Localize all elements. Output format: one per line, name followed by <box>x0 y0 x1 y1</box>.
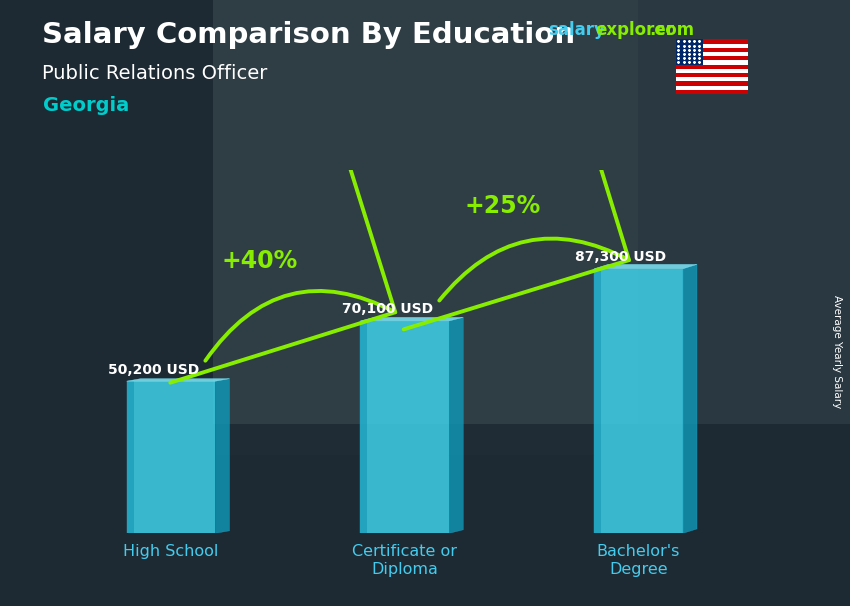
FancyArrowPatch shape <box>170 87 395 382</box>
Polygon shape <box>127 381 215 533</box>
Polygon shape <box>449 318 463 533</box>
Bar <box>676 56 748 61</box>
Bar <box>676 52 748 56</box>
Polygon shape <box>594 268 683 533</box>
Polygon shape <box>360 318 463 321</box>
Text: salary: salary <box>548 21 605 39</box>
Bar <box>676 48 748 52</box>
Bar <box>638 0 850 424</box>
Polygon shape <box>127 379 230 381</box>
Text: Salary Comparison By Education: Salary Comparison By Education <box>42 21 575 49</box>
Polygon shape <box>215 379 230 533</box>
Bar <box>676 65 748 68</box>
Bar <box>0 0 212 424</box>
Bar <box>676 77 748 81</box>
Text: explorer: explorer <box>595 21 674 39</box>
Bar <box>676 61 748 65</box>
Text: Georgia: Georgia <box>42 96 128 115</box>
Text: 87,300 USD: 87,300 USD <box>575 250 666 264</box>
Bar <box>676 68 748 73</box>
Bar <box>676 85 748 90</box>
Text: .com: .com <box>649 21 694 39</box>
Bar <box>676 44 748 48</box>
Text: 70,100 USD: 70,100 USD <box>342 302 433 316</box>
Polygon shape <box>360 321 449 533</box>
Bar <box>212 0 638 454</box>
Bar <box>676 39 748 44</box>
Text: Public Relations Officer: Public Relations Officer <box>42 64 268 82</box>
Text: +40%: +40% <box>222 248 298 273</box>
Polygon shape <box>683 264 697 533</box>
Bar <box>0 424 850 606</box>
Polygon shape <box>127 381 133 533</box>
Text: 50,200 USD: 50,200 USD <box>108 362 199 376</box>
Polygon shape <box>594 264 697 268</box>
Text: +25%: +25% <box>465 194 541 218</box>
Polygon shape <box>360 321 367 533</box>
Bar <box>676 39 703 65</box>
Polygon shape <box>594 268 601 533</box>
Bar <box>676 81 748 85</box>
Text: Average Yearly Salary: Average Yearly Salary <box>832 295 842 408</box>
FancyArrowPatch shape <box>404 35 629 330</box>
Bar <box>676 90 748 94</box>
Bar <box>676 73 748 77</box>
